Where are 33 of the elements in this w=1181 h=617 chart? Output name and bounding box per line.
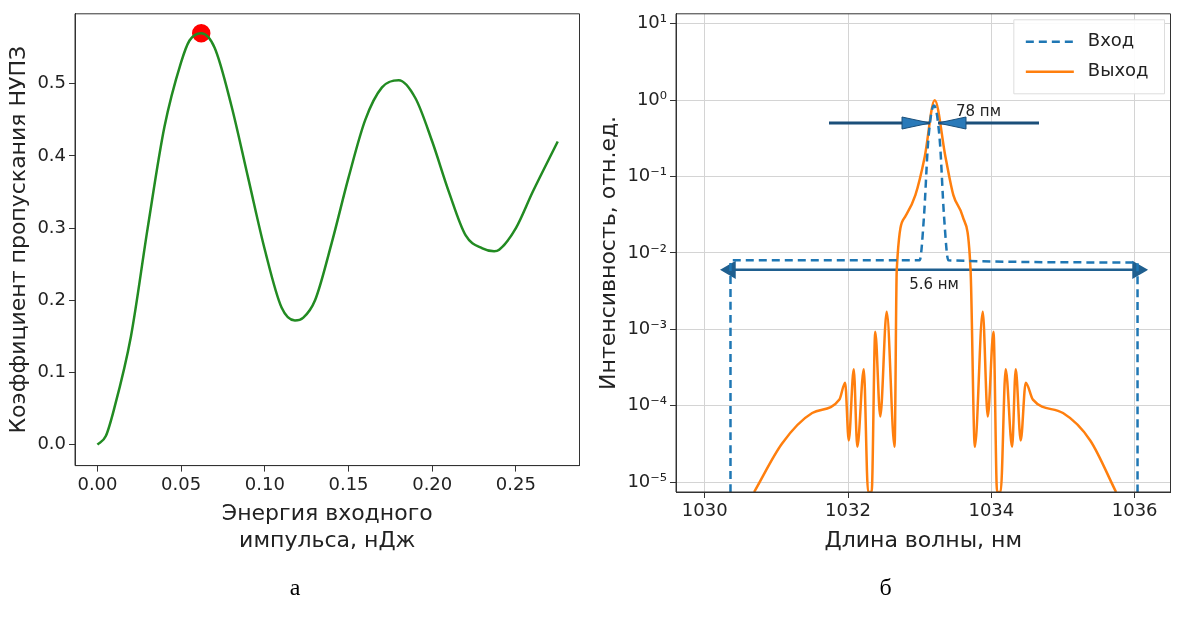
y-tick-label: 10⁻² <box>627 240 668 262</box>
x-tick-label: 0.00 <box>77 473 118 495</box>
text: б <box>879 574 892 601</box>
annotation: 78 пм <box>956 101 1001 120</box>
y-tick-label: 0.0 <box>37 432 67 454</box>
annotation: 5.6 нм <box>909 275 959 294</box>
y-tick-label: 0.3 <box>37 215 67 237</box>
y-tick-label: 0.1 <box>37 360 67 382</box>
x-tick-label: 1030 <box>681 499 728 521</box>
x-tick-label: 1034 <box>968 499 1015 521</box>
y-tick-label: 10⁻³ <box>627 316 668 338</box>
y-tick-label: 0.5 <box>37 71 67 93</box>
y-tick-label: 10⁰ <box>636 87 668 109</box>
text: а <box>289 574 301 601</box>
y-tick-label: 10⁻⁵ <box>627 469 668 491</box>
x-axis-title: Длина волны, нм <box>824 526 1023 552</box>
x-tick-label: 0.25 <box>495 473 536 495</box>
y-axis-title: Интенсивность, отн.ед. <box>594 115 620 390</box>
y-axis-title: Коэффициент пропускания НУПЗ <box>4 45 30 434</box>
legend-label: Вход <box>1087 29 1135 51</box>
y-tick-label: 10¹ <box>636 11 668 33</box>
x-tick-label: 0.10 <box>244 473 285 495</box>
y-tick-label: 0.4 <box>37 143 67 165</box>
x-tick-label: 1032 <box>825 499 871 521</box>
x-tick-label: 0.20 <box>412 473 453 495</box>
y-tick-label: 0.2 <box>37 288 67 309</box>
x-tick-label: 0.15 <box>328 473 369 495</box>
x-tick-label: 1036 <box>1111 499 1158 521</box>
legend-label: Выход <box>1087 59 1149 81</box>
y-tick-label: 10⁻¹ <box>627 164 668 186</box>
y-tick-label: 10⁻⁴ <box>627 393 668 415</box>
x-axis-title: Энергия входного импульса, нДж <box>221 500 433 552</box>
x-tick-label: 0.05 <box>161 473 202 495</box>
